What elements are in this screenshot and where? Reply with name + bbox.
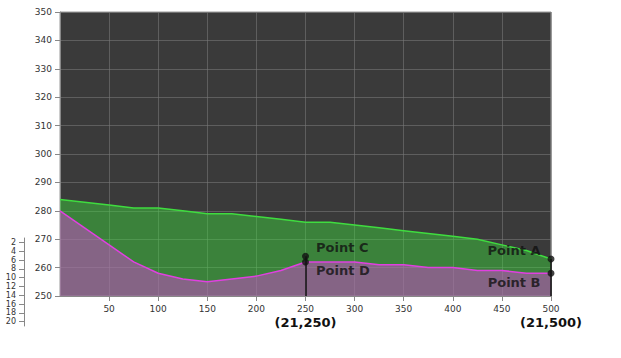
svg-text:310: 310 bbox=[35, 121, 52, 131]
svg-text:10: 10 bbox=[6, 273, 16, 282]
svg-text:(21,250): (21,250) bbox=[274, 315, 336, 330]
svg-text:400: 400 bbox=[444, 304, 461, 314]
svg-text:500: 500 bbox=[542, 304, 559, 314]
svg-text:280: 280 bbox=[35, 206, 52, 216]
svg-text:16: 16 bbox=[6, 300, 16, 309]
svg-text:2: 2 bbox=[11, 238, 16, 247]
svg-text:250: 250 bbox=[297, 304, 314, 314]
svg-text:150: 150 bbox=[199, 304, 216, 314]
svg-text:50: 50 bbox=[103, 304, 115, 314]
svg-text:450: 450 bbox=[493, 304, 510, 314]
svg-text:200: 200 bbox=[248, 304, 265, 314]
svg-text:100: 100 bbox=[150, 304, 167, 314]
svg-text:350: 350 bbox=[35, 7, 52, 17]
svg-text:8: 8 bbox=[11, 264, 16, 273]
svg-text:320: 320 bbox=[35, 92, 52, 102]
svg-text:260: 260 bbox=[35, 263, 52, 273]
svg-text:340: 340 bbox=[35, 35, 52, 45]
svg-text:Point A: Point A bbox=[488, 243, 541, 258]
svg-text:250: 250 bbox=[35, 291, 52, 301]
svg-text:18: 18 bbox=[6, 308, 16, 317]
svg-text:6: 6 bbox=[11, 256, 16, 265]
svg-text:350: 350 bbox=[395, 304, 412, 314]
svg-text:Point B: Point B bbox=[488, 275, 541, 290]
svg-text:Point D: Point D bbox=[316, 263, 370, 278]
svg-text:14: 14 bbox=[6, 291, 16, 300]
svg-text:Point C: Point C bbox=[316, 240, 368, 255]
svg-text:300: 300 bbox=[35, 149, 52, 159]
svg-text:(21,500): (21,500) bbox=[520, 315, 582, 330]
svg-text:12: 12 bbox=[6, 282, 16, 291]
svg-text:290: 290 bbox=[35, 177, 52, 187]
svg-text:330: 330 bbox=[35, 64, 52, 74]
svg-text:20: 20 bbox=[6, 317, 16, 326]
svg-text:270: 270 bbox=[35, 234, 52, 244]
svg-text:4: 4 bbox=[11, 247, 16, 256]
svg-text:300: 300 bbox=[346, 304, 363, 314]
